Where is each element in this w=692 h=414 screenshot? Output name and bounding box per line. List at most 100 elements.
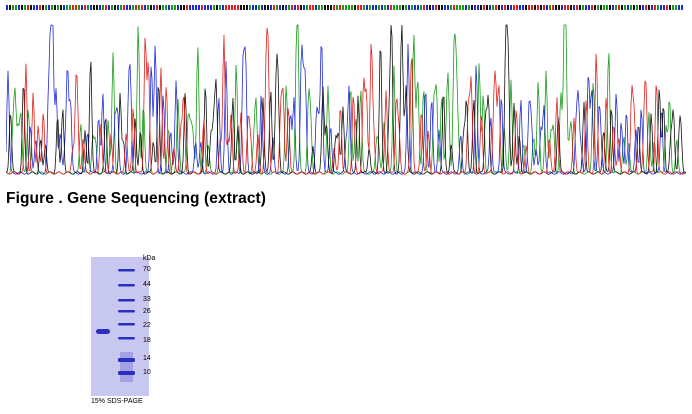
sds-page-figure: kDa 70 44 33 26 22 18 14 10 15% SDS-PAGE [88, 253, 208, 413]
base-call-mark [300, 5, 302, 10]
base-call-mark [471, 5, 473, 10]
base-call-mark [672, 5, 674, 10]
base-call-mark [570, 5, 572, 10]
base-call-mark [39, 5, 41, 10]
base-call-mark [321, 5, 323, 10]
base-call-mark [180, 5, 182, 10]
base-call-mark [567, 5, 569, 10]
base-call-mark [435, 5, 437, 10]
base-call-mark [12, 5, 14, 10]
base-call-mark [438, 5, 440, 10]
base-call-mark [15, 5, 17, 10]
base-call-mark [117, 5, 119, 10]
base-call-mark [486, 5, 488, 10]
base-call-mark [102, 5, 104, 10]
base-call-mark [666, 5, 668, 10]
base-call-mark [561, 5, 563, 10]
base-call-mark [354, 5, 356, 10]
base-call-mark [75, 5, 77, 10]
base-call-mark [315, 5, 317, 10]
base-call-mark [132, 5, 134, 10]
base-call-mark [42, 5, 44, 10]
base-call-mark [24, 5, 26, 10]
trace-t [6, 27, 686, 175]
base-call-mark [429, 5, 431, 10]
base-call-mark [627, 5, 629, 10]
base-call-mark [513, 5, 515, 10]
base-call-mark [444, 5, 446, 10]
base-call-mark [69, 5, 71, 10]
base-call-mark [174, 5, 176, 10]
base-call-mark [144, 5, 146, 10]
base-call-mark [54, 5, 56, 10]
base-call-mark [330, 5, 332, 10]
base-call-mark [201, 5, 203, 10]
base-call-mark [222, 5, 224, 10]
base-call-mark [357, 5, 359, 10]
base-call-mark [87, 5, 89, 10]
base-call-mark [414, 5, 416, 10]
trace-c [6, 24, 686, 175]
base-call-mark [153, 5, 155, 10]
base-call-mark [642, 5, 644, 10]
base-call-mark [294, 5, 296, 10]
base-call-mark [540, 5, 542, 10]
base-call-mark [306, 5, 308, 10]
base-call-mark [255, 5, 257, 10]
marker-label: 26 [143, 308, 151, 315]
base-call-mark [267, 5, 269, 10]
base-call-mark [603, 5, 605, 10]
base-call-mark [537, 5, 539, 10]
base-call-mark [375, 5, 377, 10]
base-call-mark [588, 5, 590, 10]
base-call-mark [582, 5, 584, 10]
marker-label: 14 [143, 355, 151, 362]
base-call-mark [441, 5, 443, 10]
base-call-mark [252, 5, 254, 10]
base-call-mark [288, 5, 290, 10]
base-call-mark [342, 5, 344, 10]
base-call-mark [483, 5, 485, 10]
base-call-mark [423, 5, 425, 10]
base-call-mark [66, 5, 68, 10]
base-call-mark [279, 5, 281, 10]
base-call-mark [396, 5, 398, 10]
base-call-mark [156, 5, 158, 10]
base-call-mark [420, 5, 422, 10]
base-call-mark [657, 5, 659, 10]
base-call-mark [57, 5, 59, 10]
base-call-mark [249, 5, 251, 10]
marker-label: 70 [143, 266, 151, 273]
base-call-mark [183, 5, 185, 10]
base-call-mark [231, 5, 233, 10]
marker-label: 10 [143, 369, 151, 376]
base-call-mark [63, 5, 65, 10]
base-call-mark [327, 5, 329, 10]
base-call-mark [609, 5, 611, 10]
base-call-mark [192, 5, 194, 10]
base-call-mark [510, 5, 512, 10]
kda-unit-label: kDa [143, 255, 156, 262]
base-call-mark [93, 5, 95, 10]
base-call-mark [639, 5, 641, 10]
base-call-mark [495, 5, 497, 10]
base-call-mark [612, 5, 614, 10]
base-call-mark [261, 5, 263, 10]
base-call-mark [660, 5, 662, 10]
base-call-mark [384, 5, 386, 10]
base-call-mark [108, 5, 110, 10]
base-call-mark [165, 5, 167, 10]
base-call-mark [546, 5, 548, 10]
base-call-mark [333, 5, 335, 10]
base-call-mark [21, 5, 23, 10]
base-call-mark [129, 5, 131, 10]
base-call-mark [624, 5, 626, 10]
base-call-mark [489, 5, 491, 10]
base-call-mark [270, 5, 272, 10]
base-call-mark [369, 5, 371, 10]
base-call-mark [633, 5, 635, 10]
base-call-mark [273, 5, 275, 10]
base-call-mark [387, 5, 389, 10]
base-call-mark [51, 5, 53, 10]
base-call-mark [492, 5, 494, 10]
